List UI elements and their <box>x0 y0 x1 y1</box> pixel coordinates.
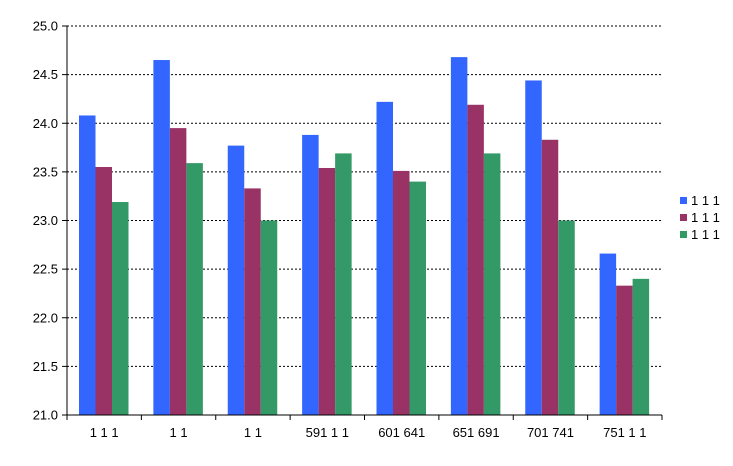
axes <box>62 25 663 420</box>
x-tick-label: 1 1 1 <box>90 425 119 440</box>
x-tick-label: 701 741 <box>527 425 574 440</box>
y-tick-label: 23.0 <box>33 213 58 228</box>
legend: 1 1 1 1 1 1 1 1 1 <box>680 193 720 242</box>
bar <box>541 139 559 415</box>
bar <box>260 220 278 415</box>
bar <box>393 170 410 415</box>
x-tick-label: 1 1 <box>170 425 188 440</box>
legend-swatch <box>680 231 687 238</box>
bar <box>227 145 245 415</box>
bar <box>112 202 129 415</box>
bars <box>79 57 650 416</box>
x-tick-label: 601 641 <box>378 425 425 440</box>
legend-swatch <box>680 214 687 221</box>
y-tick-label: 23.5 <box>33 164 58 179</box>
bar <box>483 153 501 415</box>
y-tick-label: 24.5 <box>33 67 58 82</box>
bar <box>450 57 468 416</box>
bar <box>95 167 112 415</box>
bar <box>599 253 617 415</box>
y-tick-label: 21.0 <box>33 408 58 423</box>
legend-label: 1 1 1 <box>691 227 720 242</box>
bar <box>525 80 542 416</box>
bar <box>153 60 170 415</box>
tick-labels: 21.0 21.5 22.0 22.5 23.0 23.5 24.0 24.5 25.0 1 1 … <box>33 19 647 441</box>
x-tick-label: 591 1 1 <box>306 425 349 440</box>
bar <box>632 278 650 415</box>
legend-label: 1 1 1 <box>691 210 720 225</box>
legend-label: 1 1 1 <box>691 193 720 208</box>
bar <box>335 153 352 415</box>
bar <box>409 181 426 415</box>
legend-swatch <box>680 197 687 204</box>
bar <box>186 163 203 415</box>
y-tick-label: 21.5 <box>33 359 58 374</box>
bar <box>79 115 96 415</box>
y-tick-label: 22.5 <box>33 262 58 277</box>
gridlines <box>67 25 662 367</box>
y-tick-label: 25.0 <box>33 19 58 34</box>
bar <box>318 167 336 415</box>
y-tick-label: 22.0 <box>33 310 58 325</box>
bar <box>467 104 484 416</box>
bar <box>376 101 393 415</box>
x-tick-label: 1 1 <box>244 425 262 440</box>
bar <box>616 285 633 415</box>
bar <box>169 128 187 416</box>
bar <box>558 220 575 415</box>
bar <box>302 134 319 416</box>
bar <box>244 188 261 415</box>
x-tick-label: 651 691 <box>453 425 500 440</box>
y-tick-label: 24.0 <box>33 116 58 131</box>
x-tick-label: 751 1 1 <box>603 425 646 440</box>
